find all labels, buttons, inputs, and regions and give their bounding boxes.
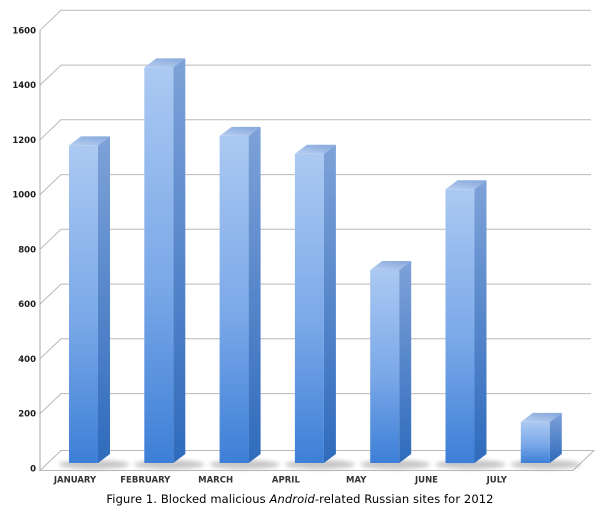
y-tick-label: 1200 [12, 136, 36, 146]
y-axis-labels: 0 200 400 600 800 1000 1200 1400 1600 [12, 26, 36, 474]
bar-april [294, 144, 336, 463]
x-category-label: MAY [346, 476, 367, 486]
bar-top-face [69, 136, 110, 146]
bar-top-face [294, 144, 336, 154]
y-tick-label: 200 [18, 410, 36, 420]
bar-top-face [445, 180, 487, 190]
caption-emphasis-android: Android [269, 492, 315, 506]
y-tick-label: 1600 [12, 26, 36, 36]
bar-side-face [399, 261, 412, 463]
bar-top-face [219, 126, 261, 136]
bar-march [219, 126, 261, 464]
bar-side-face [549, 412, 562, 463]
y-tick-label: 1000 [12, 191, 36, 201]
caption-suffix: -related Russian sites for 2012 [314, 492, 494, 506]
bar-top-face [370, 261, 412, 270]
y-tick-label: 1400 [12, 81, 36, 91]
bar-side-face [474, 180, 487, 464]
bars [69, 58, 562, 464]
bar-june [445, 180, 487, 464]
y-tick-label: 0 [30, 464, 36, 474]
bar-side-face [323, 144, 336, 463]
bar-front-face [370, 270, 400, 463]
bar-side-face [173, 58, 186, 464]
chart-floor [38, 450, 596, 471]
bar-front-face [445, 189, 475, 464]
x-category-label: JUNE [414, 476, 438, 486]
y-tick-label: 400 [18, 355, 36, 365]
x-category-label: JULY [486, 476, 508, 486]
bar-chart-3d: 0 200 400 600 800 1000 1200 1400 1600 JANUARY FEBR… [12, 9, 596, 486]
bar-top-face [144, 58, 186, 68]
bar-side-face [98, 136, 110, 463]
bar-front-face [294, 153, 324, 463]
y-tick-label: 600 [18, 300, 36, 310]
bar-front-face [219, 135, 249, 463]
bar-july [520, 412, 562, 463]
x-category-label: FEBRUARY [120, 476, 171, 486]
caption-prefix: Figure 1. Blocked malicious [106, 492, 270, 506]
bar-front-face [520, 421, 550, 463]
bar-may [370, 261, 412, 463]
y-tick-label: 800 [18, 245, 36, 255]
x-category-label: APRIL [272, 476, 301, 486]
x-category-label: JANUARY [53, 476, 97, 486]
bar-front-face [69, 145, 98, 463]
bar-top-face [520, 412, 562, 422]
bar-front-face [144, 67, 174, 464]
bar-side-face [248, 126, 261, 464]
x-axis-labels: JANUARY FEBRUARY MARCH APRIL MAY JUNE JULY [53, 476, 508, 486]
bar-january [69, 136, 110, 463]
figure-caption: Figure 1. Blocked malicious Android-rela… [0, 492, 600, 506]
bar-february [144, 58, 186, 464]
x-category-label: MARCH [198, 476, 233, 486]
gridlines [39, 9, 591, 414]
